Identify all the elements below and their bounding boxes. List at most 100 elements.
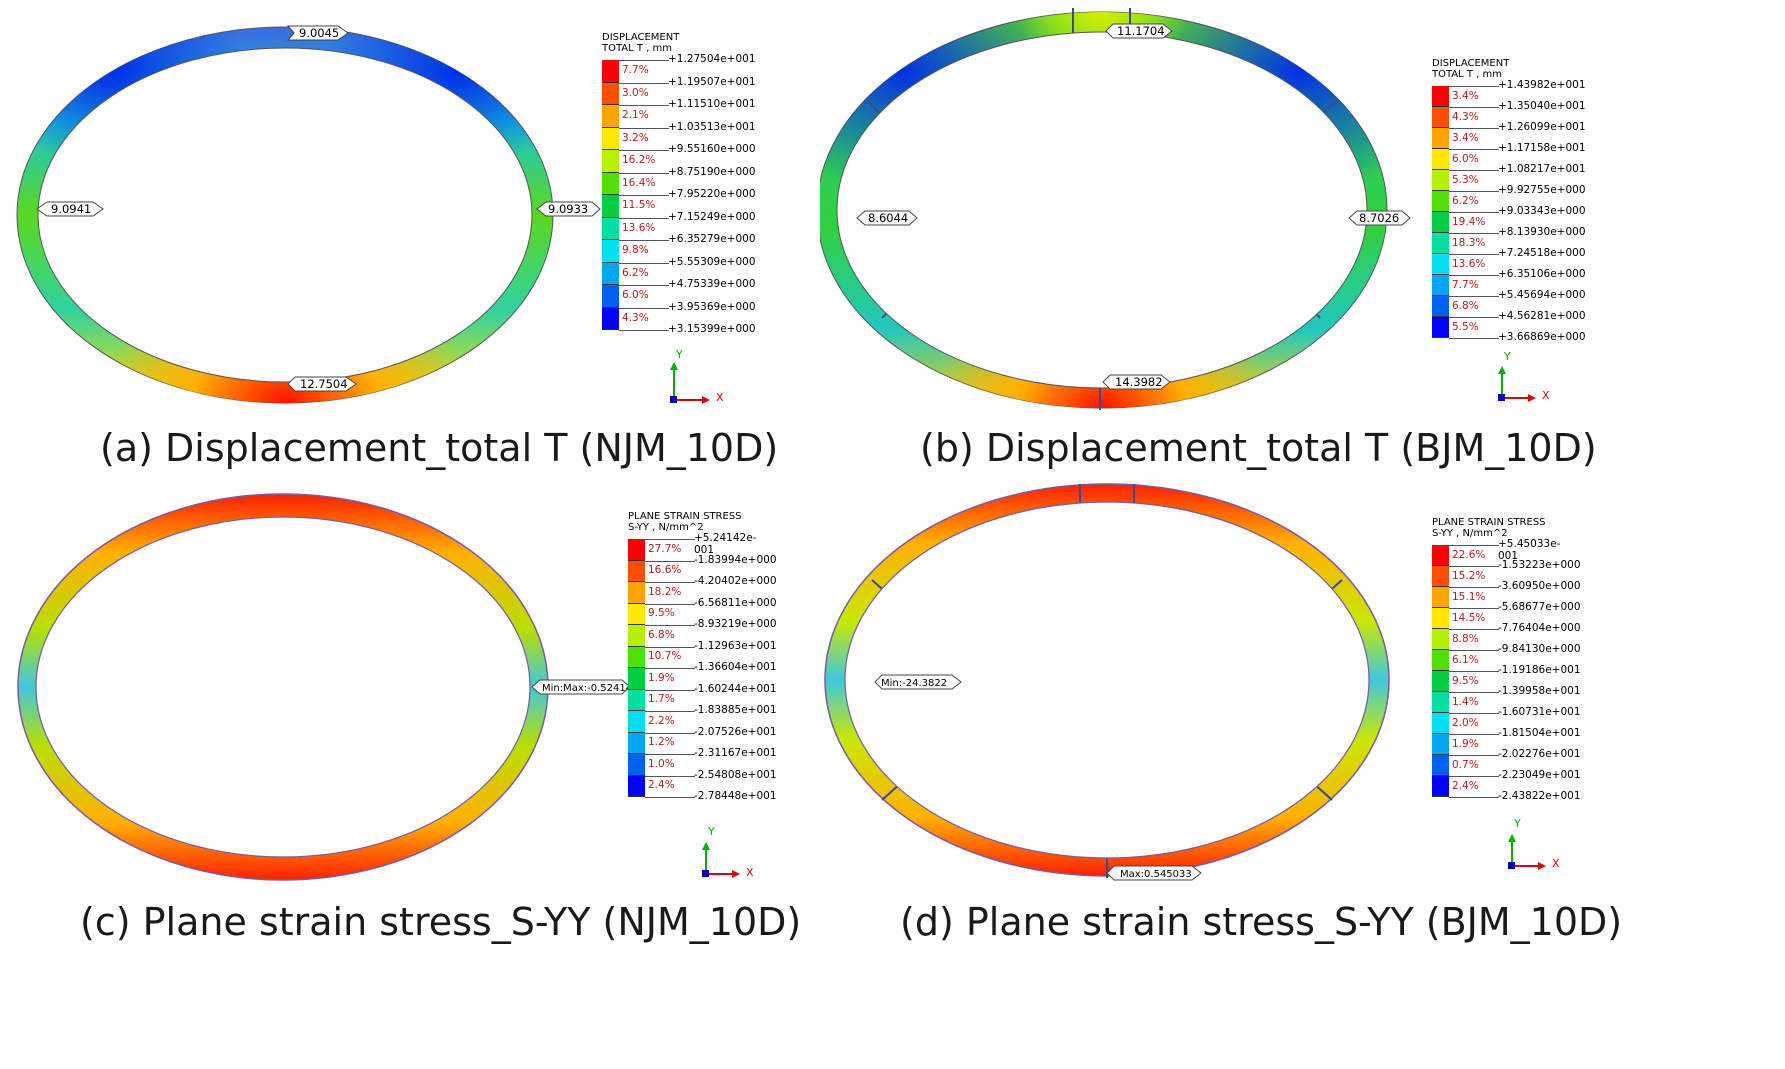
legend-swatch <box>602 195 619 218</box>
legend-value: -3.60950e+000 <box>1498 580 1581 592</box>
caption-d: (d) Plane strain stress_S-YY (BJM_10D) <box>900 900 1623 944</box>
legend-tick <box>1449 776 1499 777</box>
legend-tick <box>1449 233 1499 234</box>
legend-value: +9.03343e+000 <box>1498 205 1586 217</box>
svg-text:X: X <box>716 391 724 404</box>
legend-swatch <box>628 775 645 797</box>
value-label-top: 11.1704 <box>1105 23 1173 39</box>
panel-c: Min:Max:-0.524142 Y X PLANE STRAIN STRES… <box>0 480 892 1069</box>
svg-text:12.7504: 12.7504 <box>300 377 348 391</box>
axis-triad-d: Y X <box>1508 817 1560 870</box>
legend-swatch <box>1432 107 1449 128</box>
axis-triad-a: Y X <box>670 348 724 404</box>
legend-c: PLANE STRAIN STRESS S-YY , N/mm^2 27.7% 16… <box>628 511 777 802</box>
legend-percent: 1.0% <box>648 757 675 770</box>
legend-swatch <box>628 646 645 668</box>
legend-percent: 16.4% <box>622 176 656 189</box>
legend-d: PLANE STRAIN STRESS S-YY , N/mm^2 22.6% 15… <box>1432 517 1581 802</box>
legend-tick <box>1449 587 1499 588</box>
legend-tick <box>645 560 695 562</box>
legend-swatch <box>628 689 645 711</box>
legend-tick <box>645 603 695 605</box>
legend-value: +1.11510e+001 <box>668 98 756 110</box>
legend-percent: 19.4% <box>1452 215 1486 228</box>
legend-tick <box>645 668 695 669</box>
legend-value: -1.83885e+001 <box>694 704 777 716</box>
legend-swatch <box>628 668 645 690</box>
legend-b: DISPLACEMENT TOTAL T , mm 3.4% 4.3% 3.4% 6.0… <box>1432 58 1586 343</box>
svg-text:X: X <box>746 866 754 879</box>
legend-percent: 10.7% <box>648 650 682 663</box>
min-label: Min:-24.3822 <box>874 674 962 690</box>
value-label-bottom: 14.3982 <box>1102 374 1171 390</box>
legend-percent: 16.2% <box>622 154 656 167</box>
legend-swatch <box>602 82 619 105</box>
legend-tick <box>1449 755 1499 756</box>
legend-percent: 14.5% <box>1452 611 1486 624</box>
legend-tick <box>1449 254 1499 255</box>
legend-value: -1.83994e+000 <box>694 553 777 566</box>
svg-text:Y: Y <box>707 825 715 838</box>
legend-swatch <box>1432 629 1449 650</box>
legend-tick <box>1449 692 1499 693</box>
legend-swatch <box>628 539 645 561</box>
legend-tick <box>1449 275 1499 276</box>
legend-percent: 2.0% <box>1452 716 1479 729</box>
legend-tick <box>645 539 695 540</box>
legend-percent: 18.2% <box>648 585 682 598</box>
legend-value: -6.56811e+000 <box>694 596 777 609</box>
axis-triad-c: Y X <box>702 825 754 879</box>
legend-value: -1.12963e+001 <box>694 639 777 652</box>
legend-swatch <box>1432 755 1449 776</box>
legend-tick <box>1449 545 1499 546</box>
legend-percent: 1.9% <box>648 671 675 684</box>
legend-value: -1.60731e+001 <box>1498 706 1581 718</box>
legend-value: +1.43982e+001 <box>1498 79 1586 91</box>
legend-tick <box>1449 128 1499 129</box>
legend-tick <box>1449 149 1499 150</box>
legend-value: -1.39958e+001 <box>1498 685 1581 697</box>
legend-swatch <box>1432 128 1449 149</box>
legend-swatch <box>1432 608 1449 629</box>
legend-value: +5.45694e+000 <box>1498 289 1586 301</box>
legend-swatch <box>1432 275 1449 296</box>
ring-plot-b: 11.1704 8.6044 8.7026 14.3982 Y X <box>816 8 1550 410</box>
legend-value: +4.56281e+000 <box>1498 310 1586 322</box>
svg-text:Y: Y <box>1513 817 1521 830</box>
legend-tick <box>645 625 695 626</box>
value-label-bottom: 12.7504 <box>287 376 357 392</box>
legend-tick <box>645 689 695 691</box>
ring-plot-d: Min:-24.3822 Max:0.545033 Y X <box>824 483 1560 881</box>
legend-percent: 18.3% <box>1452 236 1486 249</box>
panel-a: 9.0045 9.0941 9.0933 12.7504 Y X DISPLAC… <box>0 0 892 480</box>
legend-value: +9.55160e+000 <box>668 143 756 155</box>
min-max-label: Min:Max:-0.524142 <box>531 679 638 695</box>
legend-swatch <box>602 105 619 128</box>
legend-value: +8.75190e+000 <box>668 165 756 178</box>
legend-swatch <box>628 754 645 776</box>
legend-tick <box>619 240 669 241</box>
legend-percent: 3.4% <box>1452 131 1479 144</box>
panel-d: Min:-24.3822 Max:0.545033 Y X PLANE STRA… <box>820 480 1785 1069</box>
svg-text:Y: Y <box>1503 350 1511 363</box>
legend-value: -2.43822e+001 <box>1498 790 1581 802</box>
legend-tick <box>619 105 669 106</box>
legend-value: +1.26099e+001 <box>1498 121 1586 133</box>
legend-value: +3.95369e+000 <box>668 300 756 313</box>
svg-text:X: X <box>1542 389 1550 402</box>
value-label-top: 9.0045 <box>286 25 349 41</box>
svg-text:9.0045: 9.0045 <box>299 26 339 40</box>
legend-percent: 9.5% <box>1452 674 1479 687</box>
legend-tick <box>1449 296 1499 297</box>
legend-percent: 8.8% <box>1452 632 1479 645</box>
legend-percent: 1.7% <box>648 693 675 706</box>
legend-swatch <box>1432 671 1449 692</box>
legend-percent: 7.7% <box>1452 278 1479 291</box>
legend-percent: 13.6% <box>1452 257 1486 270</box>
legend-tick <box>619 60 669 61</box>
legend-percent: 7.7% <box>622 64 649 77</box>
svg-text:Min:Max:-0.524142: Min:Max:-0.524142 <box>542 683 638 694</box>
legend-swatch <box>1432 776 1449 797</box>
legend-value: -2.02276e+001 <box>1498 748 1581 760</box>
legend-swatch <box>1432 734 1449 755</box>
